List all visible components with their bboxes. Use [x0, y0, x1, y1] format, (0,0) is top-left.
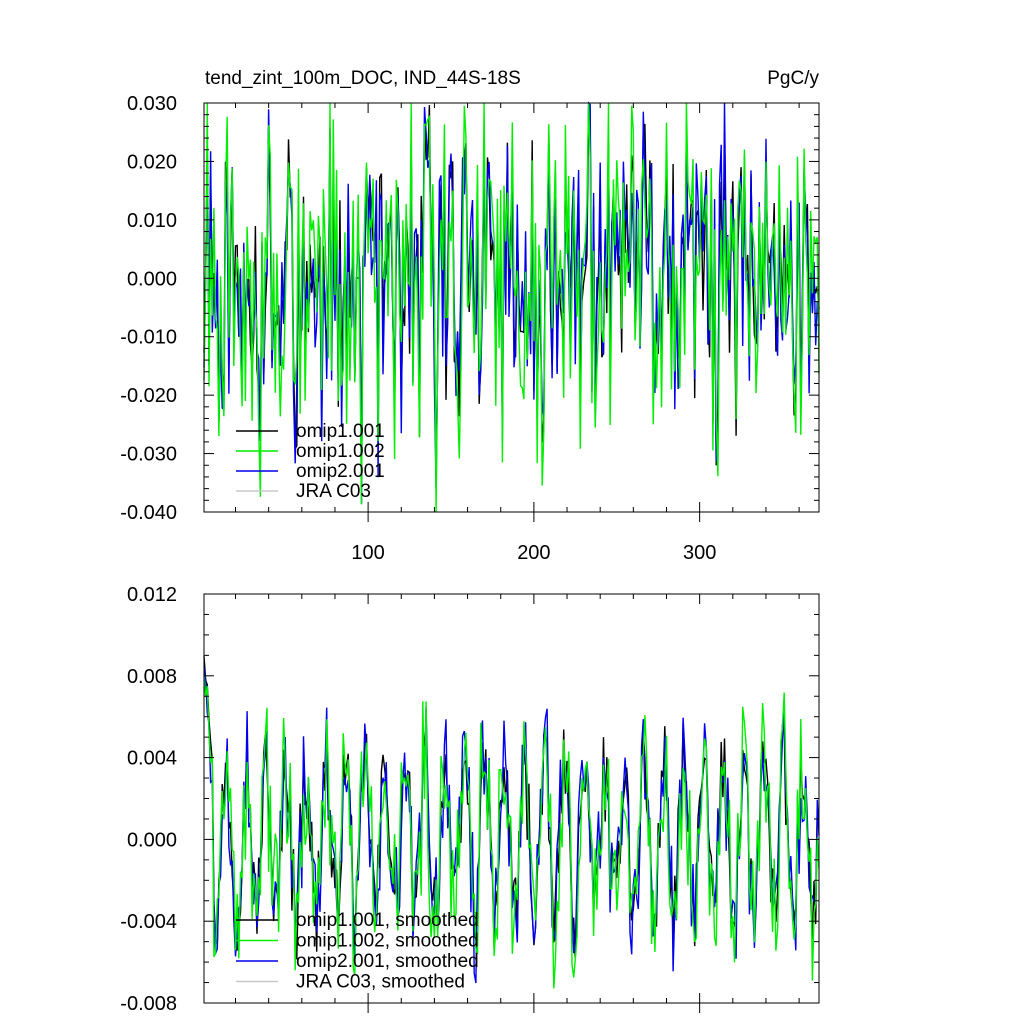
y-tick-label: 0.000: [127, 829, 177, 851]
legend-label: omip2.001, smoothed: [296, 951, 479, 972]
y-tick-label: 0.008: [127, 666, 177, 688]
units-label: PgC/y: [767, 68, 819, 89]
y-tick-label: 0.010: [127, 210, 177, 232]
y-tick-label: -0.008: [120, 993, 177, 1015]
legend-label: omip1.001, smoothed: [296, 910, 479, 931]
legend-label: omip2.001: [296, 461, 385, 482]
plot-frame: [203, 102, 820, 513]
legend-label: omip1.001: [296, 421, 385, 442]
legend-label: JRA C03: [296, 481, 371, 502]
x-tick-label: 200: [517, 542, 550, 564]
y-tick-label: 0.012: [127, 584, 177, 606]
y-tick-label: 0.030: [127, 93, 177, 115]
y-tick-label: 0.004: [127, 748, 177, 770]
x-tick-label: 100: [351, 542, 384, 564]
legend-label: omip1.002: [296, 441, 385, 462]
y-tick-label: -0.040: [120, 502, 177, 524]
chart-title: tend_zint_100m_DOC, IND_44S-18S: [205, 68, 521, 89]
bottom-panel: -0.008 -0.004 0.000 0.004 0.008 0.012 omip1.00…: [120, 584, 820, 1015]
y-tick-label: 0.000: [127, 268, 177, 290]
top-panel: -0.040 -0.030 -0.020 -0.010 0.000 0.010 0.020 0…: [120, 93, 820, 564]
legend-label: omip1.002, smoothed: [296, 931, 479, 952]
y-tick-label: -0.004: [120, 911, 177, 933]
y-tick-label: -0.030: [120, 444, 177, 466]
y-tick-label: -0.010: [120, 327, 177, 349]
series-line-omip1-002-smoothed: [203, 674, 820, 989]
y-tick-label: 0.020: [127, 151, 177, 173]
series-line-omip1-002: [203, 102, 820, 513]
x-tick-label: 300: [683, 542, 716, 564]
legend-label: JRA C03, smoothed: [296, 972, 465, 993]
y-tick-label: -0.020: [120, 385, 177, 407]
